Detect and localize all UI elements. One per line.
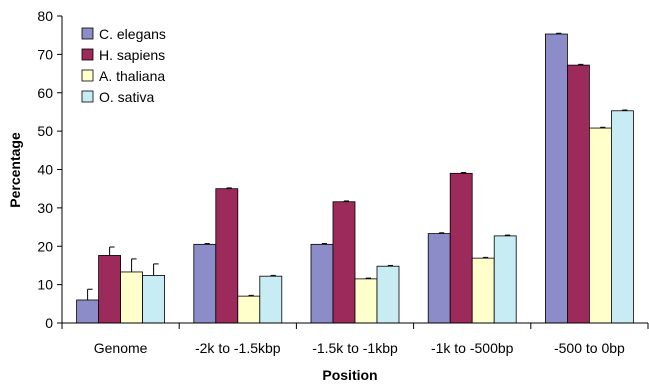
bar-1-1 (215, 188, 239, 324)
y-tick-label-50: 50 (37, 123, 53, 139)
bar-2-0 (120, 271, 143, 324)
y-tick-label-70: 70 (37, 46, 53, 62)
bar-2-2 (354, 278, 378, 324)
bar-3-0 (142, 275, 166, 324)
bar-3-4 (611, 110, 634, 324)
bar-1-0 (98, 255, 121, 324)
bar-0-4 (545, 33, 568, 324)
x-tick-label-2: -1.5k to -1kbp (312, 340, 398, 356)
legend-swatch-3 (81, 90, 94, 103)
x-tick-label-3: -1k to -500bp (431, 340, 514, 356)
legend: C. elegans H. sapiens A. thaliana O. sativa (81, 26, 166, 105)
bar-2-3 (471, 257, 495, 324)
bar-0-3 (427, 233, 451, 324)
legend-label-2: A. thaliana (99, 68, 165, 84)
bar-0-2 (310, 243, 334, 324)
bar-1-3 (449, 172, 473, 324)
y-tick-label-20: 20 (37, 238, 53, 254)
y-tick-label-10: 10 (37, 277, 53, 293)
bar-1-2 (332, 201, 356, 324)
legend-swatch-2 (81, 69, 94, 82)
y-tick-label-30: 30 (37, 200, 53, 216)
legend-label-1: H. sapiens (99, 47, 165, 63)
y-tick-label-80: 80 (37, 8, 53, 24)
legend-label-0: C. elegans (99, 26, 166, 42)
bar-0-1 (193, 243, 217, 324)
bar-3-2 (376, 265, 400, 324)
bar-3-3 (493, 235, 517, 324)
x-axis-title: Position (322, 367, 377, 383)
x-tick-label-0: Genome (94, 340, 148, 356)
y-tick-label-0: 0 (45, 315, 53, 331)
legend-swatch-0 (81, 27, 94, 40)
y-axis-title: Percentage (7, 132, 23, 208)
legend-swatch-1 (81, 48, 94, 61)
ticks-layer: 0 10 20 30 40 50 60 70 80 Genome -2k to -1.5kbp -1.… (37, 8, 649, 356)
bar-2-4 (589, 127, 612, 324)
legend-label-3: O. sativa (99, 89, 154, 105)
y-tick-label-60: 60 (37, 85, 53, 101)
x-tick-label-1: -2k to -1.5kbp (195, 340, 281, 356)
x-tick-label-4: -500 to 0bp (554, 340, 625, 356)
y-tick-label-40: 40 (37, 162, 53, 178)
bar-2-1 (237, 295, 261, 324)
bar-0-0 (76, 299, 99, 324)
bar-1-4 (567, 64, 590, 324)
bar-3-1 (259, 275, 283, 324)
